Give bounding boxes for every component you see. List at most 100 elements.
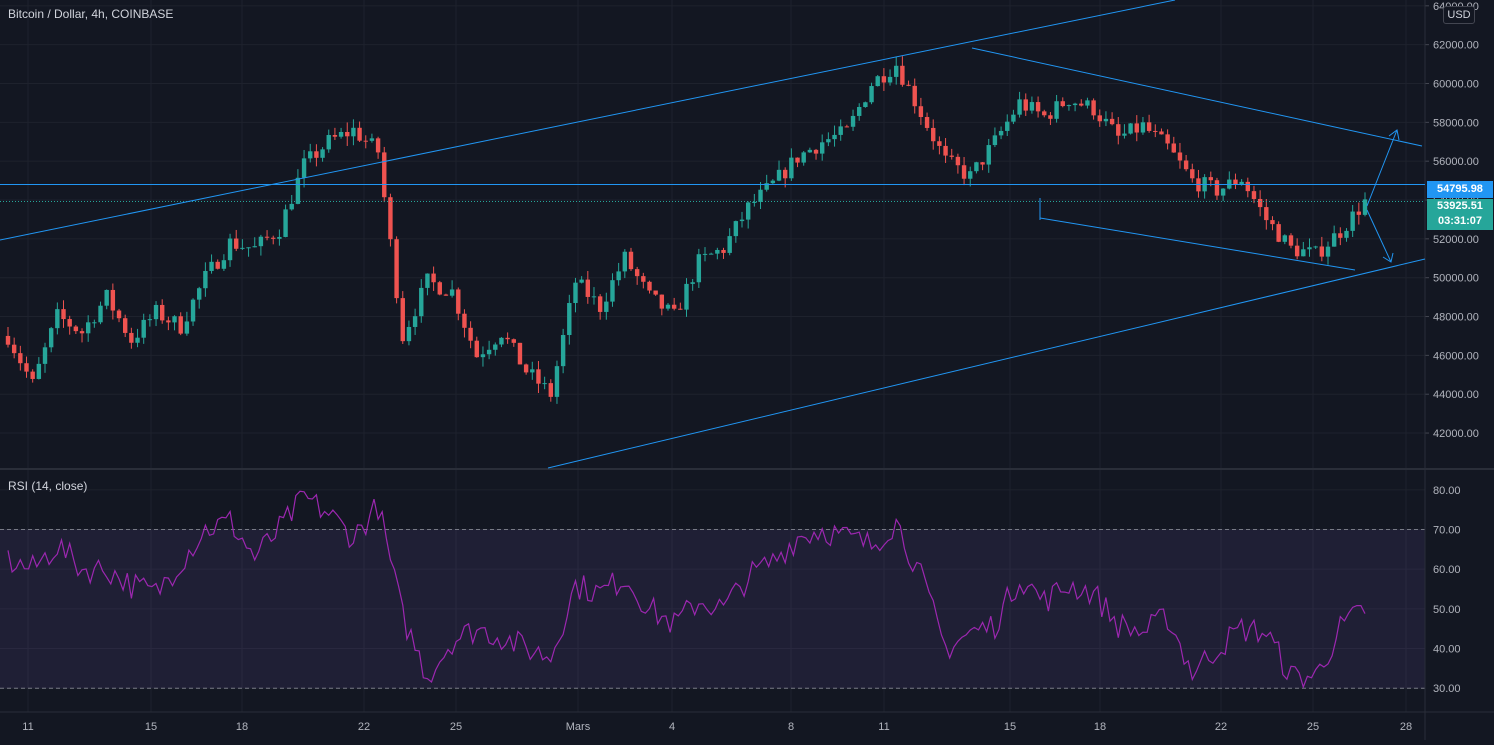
- candle-body: [1159, 131, 1164, 135]
- candle-body: [1085, 100, 1090, 106]
- candle-body: [135, 337, 140, 343]
- candle-body: [153, 304, 159, 320]
- candle-body: [258, 236, 264, 247]
- candle-body: [116, 310, 122, 319]
- candle-body: [850, 115, 856, 127]
- candle-body: [573, 282, 578, 304]
- candle-body: [906, 84, 911, 86]
- candle-body: [721, 249, 726, 253]
- candle-body: [974, 162, 979, 172]
- candle-body: [326, 134, 331, 150]
- candle-body: [184, 321, 190, 334]
- candle-body: [505, 337, 510, 340]
- x-tick-label: 8: [788, 721, 794, 733]
- candle-body: [357, 127, 362, 141]
- candle-body: [419, 287, 424, 317]
- y-tick-label: 50000.00: [1433, 273, 1479, 285]
- candle-body: [647, 281, 652, 291]
- candle-body: [1140, 122, 1146, 133]
- candle-body: [394, 239, 399, 299]
- candle-body: [209, 261, 214, 271]
- candle-body: [85, 322, 91, 334]
- candle-body: [992, 135, 998, 146]
- candle-body: [1079, 103, 1084, 106]
- candle-body: [560, 335, 566, 367]
- candle-body: [221, 260, 227, 269]
- rsi-label: RSI (14, close): [8, 479, 88, 493]
- candle-body: [863, 102, 868, 107]
- candle-body: [141, 319, 146, 338]
- y-tick-label: 42000.00: [1433, 428, 1479, 440]
- candle-body: [523, 364, 529, 373]
- candle-body: [659, 294, 665, 309]
- candle-body: [1042, 111, 1047, 116]
- candle-body: [745, 202, 751, 220]
- candle-body: [314, 151, 319, 158]
- last-price-value: 53925.51: [1437, 200, 1483, 212]
- candle-body: [826, 139, 831, 143]
- candle-body: [369, 138, 375, 141]
- candle-body: [240, 247, 245, 249]
- x-tick-label: 15: [145, 721, 157, 733]
- horizontal-line-price-label: 54795.98: [1427, 181, 1493, 198]
- candle-body: [1313, 246, 1318, 248]
- candle-body: [838, 126, 843, 135]
- currency-button[interactable]: USD: [1443, 6, 1475, 24]
- candle-body: [1270, 220, 1275, 225]
- candle-body: [252, 246, 257, 248]
- y-tick-label: 46000.00: [1433, 350, 1479, 362]
- x-tick-label: 11: [878, 721, 889, 733]
- candle-body: [678, 308, 683, 310]
- candle-body: [1177, 152, 1183, 161]
- candle-body: [129, 332, 134, 343]
- candle-body: [1146, 122, 1152, 131]
- candle-body: [782, 169, 788, 179]
- candle-body: [1288, 235, 1294, 246]
- candle-body: [486, 349, 492, 355]
- candle-body: [591, 296, 597, 298]
- candle-body: [1233, 179, 1238, 185]
- candle-body: [820, 142, 825, 154]
- candle-body: [1190, 169, 1195, 179]
- candle-body: [554, 366, 560, 397]
- candle-body: [610, 280, 615, 302]
- candle-body: [1017, 99, 1022, 115]
- x-tick-label: 18: [236, 721, 248, 733]
- arrow-down-head: [1382, 252, 1394, 263]
- bar-countdown: 03:31:07: [1437, 215, 1483, 227]
- chart-title: Bitcoin / Dollar, 4h, COINBASE: [8, 7, 174, 21]
- x-tick-label: 15: [1004, 721, 1016, 733]
- candle-body: [1239, 181, 1244, 185]
- candle-body: [857, 106, 862, 116]
- candle-body: [752, 201, 757, 203]
- candle-body: [178, 316, 183, 334]
- candle-body: [1257, 198, 1263, 208]
- candle-body: [30, 371, 35, 379]
- candle-body: [363, 140, 368, 142]
- candle-body: [474, 340, 479, 358]
- x-tick-label: 22: [358, 721, 370, 733]
- candle-body: [733, 221, 739, 237]
- candle-body: [160, 304, 165, 321]
- candle-body: [961, 165, 967, 179]
- candle-body: [1134, 123, 1139, 133]
- y-tick-label: 52000.00: [1433, 234, 1479, 246]
- candle-body: [1171, 143, 1176, 153]
- candle-body: [1325, 246, 1331, 257]
- candle-body: [764, 183, 769, 190]
- candle-body: [597, 296, 603, 312]
- rsi-tick-label: 30.00: [1433, 683, 1461, 695]
- candle-body: [789, 157, 794, 179]
- rsi-tick-label: 80.00: [1433, 485, 1461, 497]
- candle-body: [61, 309, 66, 320]
- candle-body: [42, 347, 48, 364]
- candle-body: [437, 282, 442, 295]
- candle-body: [628, 251, 634, 270]
- candle-body: [11, 344, 17, 354]
- candle-body: [1066, 105, 1072, 107]
- candle-body: [1220, 188, 1226, 196]
- x-tick-label: Mars: [566, 721, 591, 733]
- candle-body: [1350, 211, 1355, 231]
